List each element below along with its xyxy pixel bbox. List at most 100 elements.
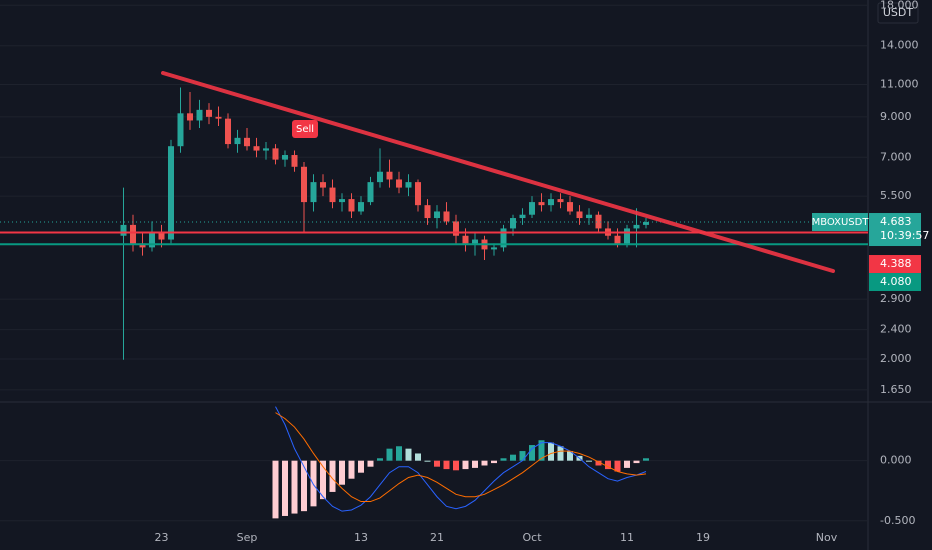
histogram-bar xyxy=(519,451,526,461)
candle-body xyxy=(282,155,288,160)
histogram-bar xyxy=(633,460,640,464)
candle-body xyxy=(538,202,545,206)
y-tick-label: 18.000 xyxy=(880,0,919,11)
x-tick-label: 21 xyxy=(430,531,444,544)
candle-body xyxy=(263,148,269,151)
candle-body xyxy=(367,182,374,203)
y-tick-label: 9.000 xyxy=(880,110,912,123)
candle-body xyxy=(187,113,193,121)
x-tick-label: 19 xyxy=(696,531,710,544)
candle-body xyxy=(301,166,307,203)
price-line-label: 4.388 xyxy=(880,257,912,270)
candle-body xyxy=(158,232,165,240)
grid xyxy=(0,4,868,522)
histogram-bar xyxy=(310,460,317,507)
candle-body xyxy=(377,171,383,183)
histogram-bar xyxy=(358,460,364,473)
y-tick-label: 2.900 xyxy=(880,292,912,305)
histogram-bar xyxy=(272,460,279,519)
candle-body xyxy=(405,182,412,188)
plot xyxy=(0,87,868,519)
candle-body xyxy=(500,228,507,248)
histogram-bar xyxy=(538,440,545,461)
candle-body xyxy=(253,146,260,151)
candle-body xyxy=(149,232,155,248)
sell-marker xyxy=(292,120,318,138)
histogram-bar xyxy=(453,460,459,471)
axis: 18.000 14.000 11.000 9.000 7.000 5.500 2.900 2.… xyxy=(155,0,930,544)
candle-body xyxy=(396,179,402,188)
y-tick-label: -0.500 xyxy=(880,514,915,527)
candle-body xyxy=(434,211,440,219)
histogram-bar xyxy=(339,460,345,485)
y-tick-label: 0.000 xyxy=(880,454,912,467)
symbol-badge xyxy=(812,213,868,232)
histogram-bar xyxy=(491,460,497,464)
candle-body xyxy=(643,222,649,225)
currency-label: USDT xyxy=(883,6,914,19)
histogram-bar xyxy=(424,460,431,462)
candle-body xyxy=(567,202,573,212)
histogram-bar xyxy=(462,460,469,470)
histogram-bar xyxy=(377,458,383,461)
histogram-bar xyxy=(624,460,630,468)
candle-body xyxy=(206,109,212,117)
candle-body xyxy=(291,155,298,167)
histogram-bar xyxy=(481,460,488,466)
candle-body xyxy=(329,187,336,203)
candle-body xyxy=(633,224,640,229)
candle-body xyxy=(557,199,564,203)
sell-label: Sell xyxy=(296,124,314,135)
histogram-bar xyxy=(329,460,336,492)
histogram-bar xyxy=(386,448,393,461)
last-price-label: 4.683 xyxy=(880,215,912,228)
histogram-bar xyxy=(548,442,554,461)
x-tick-label: 11 xyxy=(620,531,634,544)
price-badge xyxy=(869,255,921,274)
candle-body xyxy=(139,243,146,248)
histogram-bar xyxy=(500,458,507,461)
histogram-bar xyxy=(614,460,621,472)
histogram-bar xyxy=(415,453,421,461)
candle-body xyxy=(586,214,592,219)
candle-body xyxy=(462,235,469,244)
histogram-bar xyxy=(405,448,412,461)
x-tick-label: Nov xyxy=(816,531,838,544)
candle-body xyxy=(491,247,497,250)
countdown-label: 10:39:57 xyxy=(880,229,929,242)
candle-body xyxy=(614,235,621,244)
candle-body xyxy=(424,205,431,219)
histogram-bar xyxy=(643,458,649,461)
price-badge xyxy=(869,273,921,292)
x-tick-label: Oct xyxy=(522,531,542,544)
y-tick-label: 11.000 xyxy=(880,78,919,91)
candle-body xyxy=(510,218,516,229)
price-badge xyxy=(869,213,921,247)
histogram-bar xyxy=(291,460,298,514)
histogram-bar xyxy=(510,454,516,461)
candle-body xyxy=(120,224,127,236)
candle-body xyxy=(310,182,317,203)
candle-body xyxy=(529,202,535,215)
histogram-bar xyxy=(282,460,288,516)
candle-body xyxy=(519,214,526,219)
currency-box xyxy=(877,2,919,24)
indicator-line xyxy=(275,412,647,503)
y-tick-label: 7.000 xyxy=(880,150,912,163)
candle-body xyxy=(576,211,583,219)
candle-body xyxy=(595,214,602,229)
candle-body xyxy=(130,224,136,244)
y-tick-label: 1.650 xyxy=(880,383,912,396)
price-line-label: 4.080 xyxy=(880,275,912,288)
histogram-bar xyxy=(567,451,573,461)
histogram-bar xyxy=(367,460,374,467)
candle-body xyxy=(168,146,174,240)
x-tick-label: Sep xyxy=(237,531,258,544)
histogram-bar xyxy=(605,460,611,470)
candle-body xyxy=(453,221,459,236)
candle-body xyxy=(443,211,450,222)
histogram-bar xyxy=(301,460,307,512)
trendline xyxy=(161,71,835,273)
